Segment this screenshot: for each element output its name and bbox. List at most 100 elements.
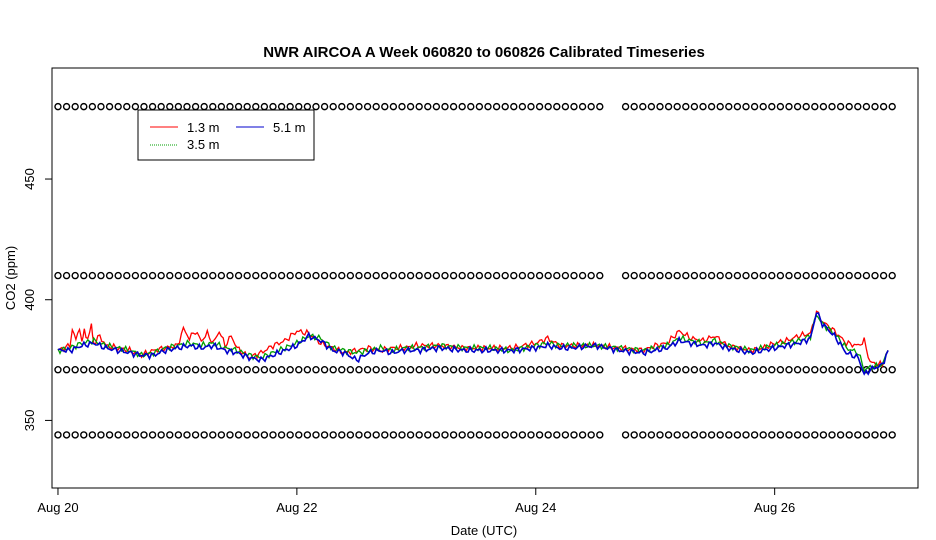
marker-row-3-point <box>80 366 88 374</box>
marker-row-4-point <box>105 431 114 439</box>
x-tick-label: Aug 26 <box>754 500 795 515</box>
marker-row-3-point <box>312 366 320 374</box>
marker-row-3-point <box>544 366 552 374</box>
marker-row-1-point <box>80 102 88 111</box>
marker-row-3-point <box>845 366 853 374</box>
marker-row-4-point <box>312 431 320 439</box>
marker-row-2-point <box>105 271 114 280</box>
marker-row-2-point <box>871 271 879 280</box>
marker-row-3-point <box>596 366 604 374</box>
marker-row-3-point <box>664 366 673 374</box>
x-tick-label: Aug 22 <box>276 500 317 515</box>
marker-row-4-point <box>243 431 251 439</box>
marker-row-2-point <box>819 271 828 280</box>
marker-row-4-point <box>363 431 372 439</box>
marker-row-3-point <box>854 366 862 374</box>
marker-row-2-point <box>492 271 501 280</box>
marker-row-3-point <box>725 366 733 374</box>
marker-row-3-point <box>432 366 441 374</box>
marker-row-2-point <box>802 271 810 280</box>
marker-row-1-point <box>699 102 707 111</box>
marker-row-2-point <box>484 271 492 280</box>
legend-label-3: 5.1 m <box>273 120 306 135</box>
marker-row-1-point <box>682 102 690 111</box>
marker-row-3-point <box>630 366 638 374</box>
marker-row-2-point <box>888 271 896 280</box>
marker-row-3-point <box>449 366 458 374</box>
marker-row-2-point <box>699 271 707 280</box>
marker-row-4-point <box>140 431 148 439</box>
marker-row-1-point <box>200 102 208 111</box>
marker-row-1-point <box>587 102 595 111</box>
marker-row-2-point <box>587 271 595 280</box>
legend-box <box>137 109 315 161</box>
marker-row-1-point <box>725 102 733 111</box>
marker-row-1-point <box>148 102 157 111</box>
marker-row-3-point <box>234 366 243 374</box>
marker-row-4-point <box>707 431 716 439</box>
marker-row-1-point <box>570 102 578 111</box>
marker-row-2-point <box>286 271 294 280</box>
marker-row-4-point <box>690 431 699 439</box>
marker-row-1-point <box>398 102 406 111</box>
marker-row-1-point <box>389 102 398 111</box>
marker-row-4-point <box>54 431 62 439</box>
marker-row-2-point <box>54 271 62 280</box>
marker-row-4-point <box>596 431 604 439</box>
marker-row-3-point <box>252 366 260 374</box>
marker-row-1-point <box>492 102 501 111</box>
marker-row-4-point <box>123 431 131 439</box>
marker-row-3-point <box>183 366 191 374</box>
marker-row-1-point <box>639 102 647 111</box>
marker-row-1-point <box>329 102 337 111</box>
marker-row-2-point <box>544 271 552 280</box>
marker-row-3-point <box>441 366 449 374</box>
marker-row-3-point <box>561 366 570 374</box>
marker-row-4-point <box>716 431 724 439</box>
marker-row-1-point <box>742 102 750 111</box>
marker-row-2-point <box>673 271 681 280</box>
marker-row-1-point <box>578 102 587 111</box>
marker-row-3-point <box>793 366 802 374</box>
marker-row-1-point <box>535 102 544 111</box>
marker-row-4-point <box>415 431 423 439</box>
marker-row-2-point <box>303 271 312 280</box>
marker-row-3-point <box>209 366 217 374</box>
marker-row-1-point <box>828 102 836 111</box>
marker-row-1-point <box>226 102 234 111</box>
marker-row-3-point <box>888 366 896 374</box>
marker-row-1-point <box>656 102 664 111</box>
marker-row-3-point <box>338 366 346 374</box>
marker-row-4-point <box>372 431 380 439</box>
legend: 1.3 m 3.5 m 5.1 m <box>137 109 315 161</box>
marker-row-1-point <box>793 102 802 111</box>
marker-row-4-point <box>647 431 656 439</box>
marker-row-4-point <box>217 431 226 439</box>
marker-row-2-point <box>217 271 226 280</box>
marker-row-4-point <box>518 431 527 439</box>
y-axis-label: CO2 (ppm) <box>3 246 18 310</box>
marker-row-3-point <box>879 366 888 374</box>
marker-row-3-point <box>492 366 501 374</box>
marker-row-4-point <box>277 431 286 439</box>
marker-row-4-point <box>97 431 105 439</box>
marker-row-4-point <box>269 431 277 439</box>
marker-row-3-point <box>123 366 131 374</box>
marker-row-2-point <box>355 271 363 280</box>
marker-row-1-point <box>62 102 71 111</box>
marker-row-1-point <box>338 102 346 111</box>
marker-row-4-point <box>725 431 733 439</box>
marker-row-4-point <box>449 431 458 439</box>
marker-row-1-point <box>183 102 191 111</box>
marker-row-1-point <box>647 102 656 111</box>
marker-row-4-point <box>682 431 690 439</box>
marker-row-2-point <box>432 271 441 280</box>
marker-row-3-point <box>828 366 836 374</box>
marker-row-4-point <box>338 431 346 439</box>
marker-row-2-point <box>527 271 535 280</box>
marker-row-4-point <box>174 431 183 439</box>
marker-row-1-point <box>733 102 742 111</box>
marker-row-3-point <box>363 366 372 374</box>
marker-row-2-point <box>664 271 673 280</box>
marker-row-4-point <box>630 431 638 439</box>
